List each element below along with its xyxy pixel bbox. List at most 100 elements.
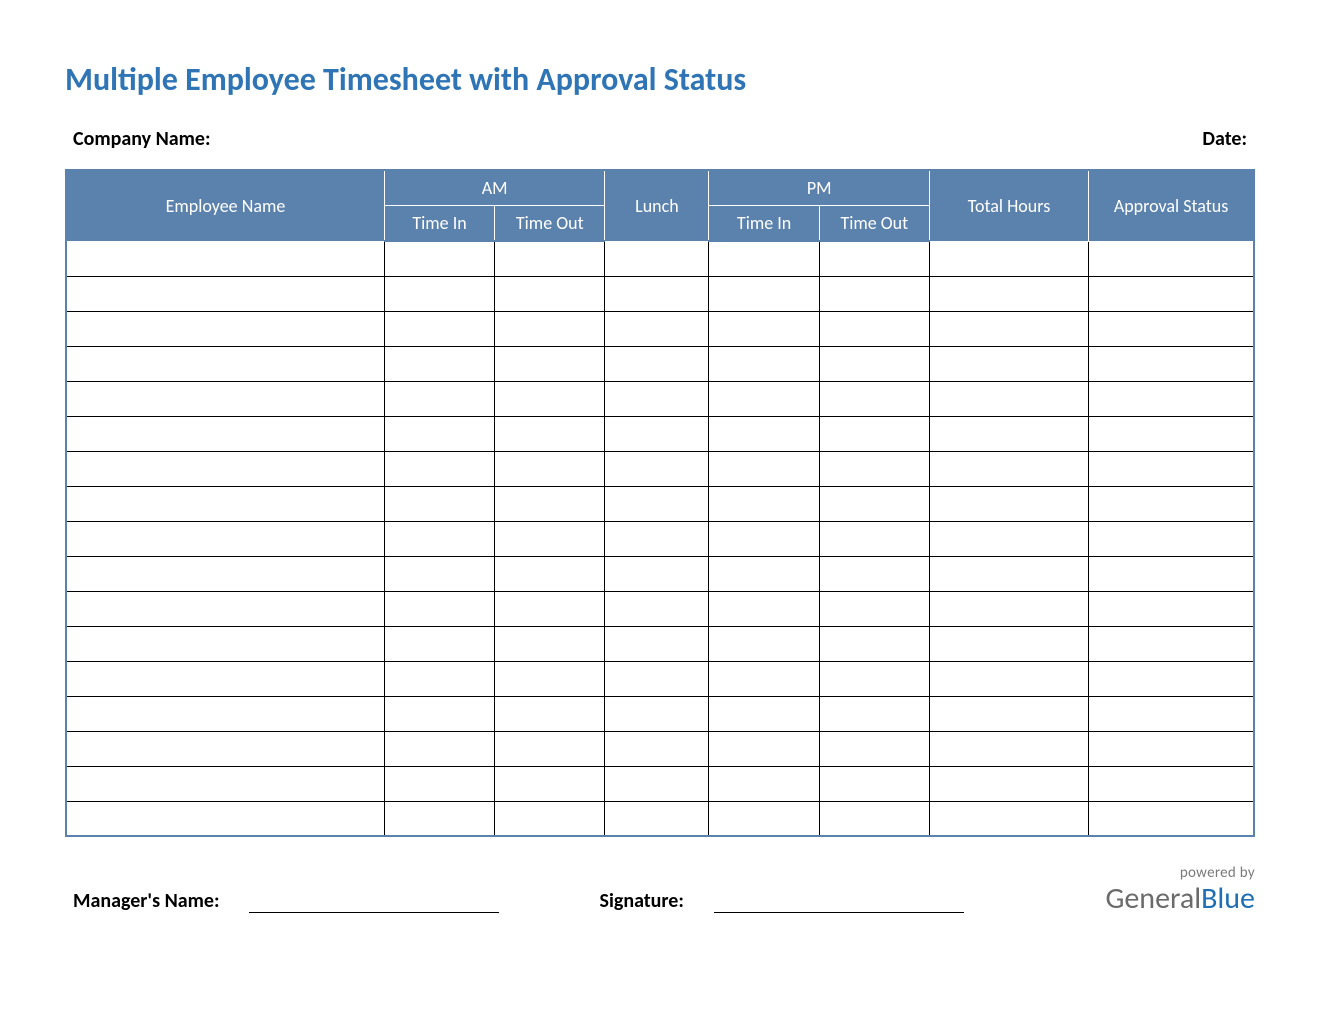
table-cell[interactable] (605, 486, 709, 521)
table-cell[interactable] (709, 451, 819, 486)
table-cell[interactable] (709, 556, 819, 591)
table-cell[interactable] (66, 556, 384, 591)
table-cell[interactable] (605, 661, 709, 696)
table-cell[interactable] (495, 416, 605, 451)
table-cell[interactable] (66, 626, 384, 661)
table-cell[interactable] (1089, 346, 1254, 381)
table-cell[interactable] (495, 591, 605, 626)
table-cell[interactable] (495, 731, 605, 766)
table-cell[interactable] (1089, 416, 1254, 451)
table-cell[interactable] (605, 731, 709, 766)
table-cell[interactable] (709, 696, 819, 731)
table-cell[interactable] (605, 416, 709, 451)
table-cell[interactable] (709, 311, 819, 346)
table-cell[interactable] (384, 311, 494, 346)
table-cell[interactable] (384, 276, 494, 311)
table-cell[interactable] (495, 381, 605, 416)
table-cell[interactable] (495, 661, 605, 696)
table-cell[interactable] (384, 766, 494, 801)
table-cell[interactable] (929, 416, 1088, 451)
table-cell[interactable] (819, 591, 929, 626)
table-cell[interactable] (605, 591, 709, 626)
table-cell[interactable] (709, 416, 819, 451)
table-cell[interactable] (819, 626, 929, 661)
table-cell[interactable] (66, 346, 384, 381)
table-cell[interactable] (929, 241, 1088, 276)
table-cell[interactable] (929, 626, 1088, 661)
table-cell[interactable] (384, 801, 494, 836)
table-cell[interactable] (929, 556, 1088, 591)
table-cell[interactable] (495, 451, 605, 486)
table-cell[interactable] (384, 696, 494, 731)
table-cell[interactable] (605, 346, 709, 381)
table-cell[interactable] (819, 801, 929, 836)
table-cell[interactable] (1089, 486, 1254, 521)
table-cell[interactable] (605, 276, 709, 311)
table-cell[interactable] (66, 241, 384, 276)
table-cell[interactable] (605, 451, 709, 486)
table-cell[interactable] (1089, 521, 1254, 556)
table-cell[interactable] (1089, 591, 1254, 626)
table-cell[interactable] (66, 311, 384, 346)
table-cell[interactable] (1089, 311, 1254, 346)
table-cell[interactable] (66, 661, 384, 696)
table-cell[interactable] (1089, 696, 1254, 731)
table-cell[interactable] (384, 731, 494, 766)
table-cell[interactable] (1089, 556, 1254, 591)
table-cell[interactable] (384, 626, 494, 661)
table-cell[interactable] (384, 416, 494, 451)
table-cell[interactable] (66, 276, 384, 311)
table-cell[interactable] (709, 381, 819, 416)
table-cell[interactable] (819, 311, 929, 346)
table-cell[interactable] (1089, 801, 1254, 836)
table-cell[interactable] (384, 346, 494, 381)
table-cell[interactable] (1089, 241, 1254, 276)
table-cell[interactable] (605, 241, 709, 276)
table-cell[interactable] (495, 521, 605, 556)
table-cell[interactable] (929, 591, 1088, 626)
table-cell[interactable] (709, 661, 819, 696)
table-cell[interactable] (929, 276, 1088, 311)
table-cell[interactable] (495, 311, 605, 346)
table-cell[interactable] (819, 241, 929, 276)
table-cell[interactable] (495, 241, 605, 276)
table-cell[interactable] (384, 661, 494, 696)
table-cell[interactable] (495, 556, 605, 591)
table-cell[interactable] (1089, 626, 1254, 661)
table-cell[interactable] (929, 731, 1088, 766)
table-cell[interactable] (495, 696, 605, 731)
table-cell[interactable] (66, 731, 384, 766)
table-cell[interactable] (709, 766, 819, 801)
table-cell[interactable] (1089, 276, 1254, 311)
table-cell[interactable] (819, 661, 929, 696)
table-cell[interactable] (929, 346, 1088, 381)
table-cell[interactable] (819, 766, 929, 801)
table-cell[interactable] (66, 486, 384, 521)
table-cell[interactable] (709, 801, 819, 836)
table-cell[interactable] (819, 696, 929, 731)
table-cell[interactable] (929, 451, 1088, 486)
table-cell[interactable] (709, 591, 819, 626)
table-cell[interactable] (709, 521, 819, 556)
table-cell[interactable] (66, 801, 384, 836)
table-cell[interactable] (495, 276, 605, 311)
table-cell[interactable] (819, 276, 929, 311)
table-cell[interactable] (929, 661, 1088, 696)
table-cell[interactable] (66, 416, 384, 451)
table-cell[interactable] (709, 626, 819, 661)
table-cell[interactable] (1089, 731, 1254, 766)
table-cell[interactable] (605, 696, 709, 731)
table-cell[interactable] (605, 381, 709, 416)
table-cell[interactable] (819, 486, 929, 521)
table-cell[interactable] (384, 556, 494, 591)
table-cell[interactable] (66, 591, 384, 626)
table-cell[interactable] (605, 521, 709, 556)
table-cell[interactable] (605, 801, 709, 836)
table-cell[interactable] (709, 276, 819, 311)
table-cell[interactable] (605, 626, 709, 661)
table-cell[interactable] (66, 696, 384, 731)
table-cell[interactable] (66, 521, 384, 556)
table-cell[interactable] (819, 381, 929, 416)
table-cell[interactable] (929, 696, 1088, 731)
table-cell[interactable] (66, 451, 384, 486)
